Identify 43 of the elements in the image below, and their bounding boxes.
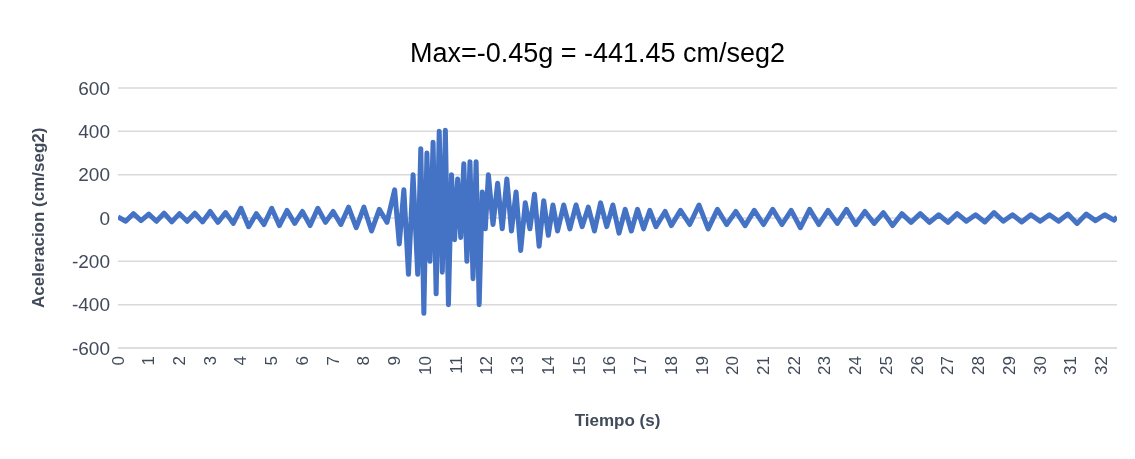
x-tick-label: 14: [538, 356, 558, 375]
y-tick-label: 0: [99, 207, 110, 229]
x-tick-label: 26: [907, 356, 927, 375]
y-tick-label: -200: [71, 251, 110, 273]
x-tick-label: 8: [354, 356, 374, 366]
x-tick-label: 23: [815, 356, 835, 375]
chart-title: Max=-0.45g = -441.45 cm/seg2: [408, 37, 787, 70]
x-tick-label: 15: [569, 356, 589, 375]
x-tick-label: 25: [876, 356, 896, 375]
x-tick-label: 31: [1061, 356, 1081, 375]
y-tick-label: -600: [71, 337, 110, 359]
x-tick-label: 21: [754, 356, 774, 375]
x-tick-label: 4: [231, 356, 251, 366]
x-tick-label: 19: [692, 356, 712, 375]
x-tick-label: 6: [292, 356, 312, 366]
x-tick-label: 5: [262, 356, 282, 366]
x-tick-label: 17: [631, 356, 651, 375]
x-tick-label: 13: [508, 356, 528, 375]
x-axis-title: Tiempo (s): [574, 411, 661, 430]
x-tick-label: 20: [723, 356, 743, 375]
y-tick-label: 200: [78, 164, 110, 186]
x-tick-label: 9: [385, 356, 405, 366]
x-tick-label: 0: [108, 356, 128, 366]
x-tick-label: 3: [200, 356, 220, 366]
x-tick-label: 28: [969, 356, 989, 375]
y-tick-label: 600: [78, 77, 110, 99]
x-tick-label: 10: [415, 356, 435, 375]
y-tick-label: -400: [71, 294, 110, 316]
x-tick-label: 32: [1092, 356, 1112, 375]
x-tick-label: 30: [1030, 356, 1050, 375]
x-tick-label: 29: [999, 356, 1019, 375]
x-tick-label: 1: [139, 356, 159, 366]
y-axis-title: Aceleracion (cm/seg2): [29, 127, 49, 308]
x-tick-label: 27: [938, 356, 958, 375]
x-tick-label: 18: [661, 356, 681, 375]
x-tick-label: 24: [846, 356, 866, 375]
x-tick-label: 2: [169, 356, 189, 366]
x-tick-label: 12: [477, 356, 497, 375]
x-tick-label: 22: [784, 356, 804, 375]
y-tick-label: 400: [78, 121, 110, 143]
x-tick-label: 7: [323, 356, 343, 366]
x-tick-label: 11: [446, 356, 466, 374]
x-tick-label: 16: [600, 356, 620, 375]
